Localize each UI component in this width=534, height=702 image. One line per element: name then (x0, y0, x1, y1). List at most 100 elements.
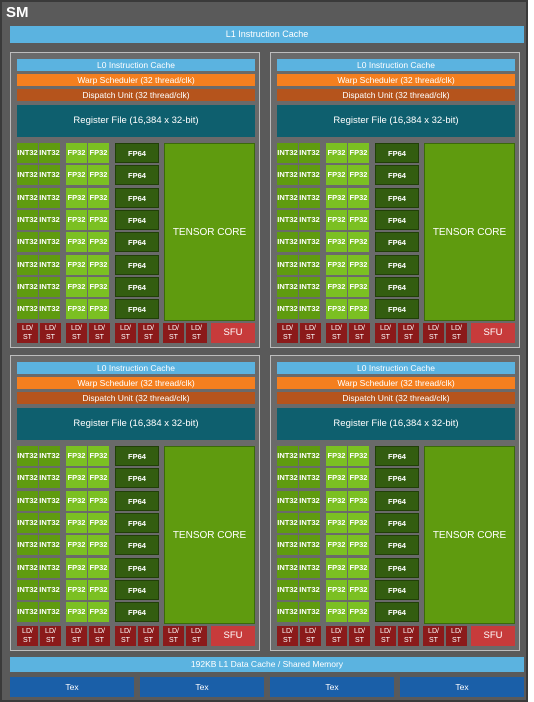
fp64-unit: FP64 (115, 299, 159, 320)
ld-st-label-bottom: ST (306, 637, 315, 644)
ld-st-label-top: LD/ (120, 628, 131, 635)
ld-st-label-bottom: ST (404, 334, 413, 341)
fp32-unit: FP32 (326, 512, 347, 533)
fp32-unit: FP32 (66, 490, 87, 511)
int32-unit: INT32 (299, 209, 320, 230)
ld-st-label-top: LD/ (94, 325, 105, 332)
ld-st-label-top: LD/ (451, 325, 462, 332)
fp32-unit: FP32 (326, 254, 347, 275)
int32-unit: INT32 (277, 299, 298, 320)
dispatch-unit: Dispatch Unit (32 thread/clk) (277, 392, 515, 404)
fp32-unit: FP32 (326, 232, 347, 253)
fp32-unit: FP32 (326, 446, 347, 466)
sfu-unit: SFU (471, 323, 515, 343)
fp64-unit: FP64 (115, 446, 159, 466)
fp32-unit: FP32 (326, 557, 347, 578)
ld-st-unit: LD/ST (138, 323, 159, 343)
fp32-unit: FP32 (326, 579, 347, 600)
fp64-unit: FP64 (375, 209, 419, 230)
ld-st-label-bottom: ST (306, 334, 315, 341)
ld-st-label-bottom: ST (429, 637, 438, 644)
fp32-unit: FP32 (348, 579, 369, 600)
ld-st-unit: LD/ST (138, 626, 159, 646)
ld-st-label-bottom: ST (23, 334, 32, 341)
fp32-unit: FP32 (326, 535, 347, 556)
fp64-unit: FP64 (375, 143, 419, 163)
int32-unit: INT32 (277, 209, 298, 230)
ld-st-label-top: LD/ (403, 325, 414, 332)
ld-st-label-bottom: ST (144, 334, 153, 341)
ld-st-label-bottom: ST (95, 637, 104, 644)
fp64-unit: FP64 (115, 254, 159, 275)
ld-st-unit: LD/ST (300, 323, 321, 343)
ld-st-label-bottom: ST (72, 334, 81, 341)
fp32-unit: FP32 (66, 232, 87, 253)
fp32-unit: FP32 (66, 276, 87, 297)
register-file: Register File (16,384 x 32-bit) (277, 105, 515, 137)
fp32-unit: FP32 (348, 232, 369, 253)
int32-unit: INT32 (277, 143, 298, 163)
ld-st-unit: LD/ST (423, 626, 444, 646)
int32-unit: INT32 (39, 209, 60, 230)
int32-unit: INT32 (299, 165, 320, 186)
ld-st-label-top: LD/ (380, 325, 391, 332)
ld-st-label-bottom: ST (452, 334, 461, 341)
int32-unit: INT32 (39, 165, 60, 186)
ld-st-unit: LD/ST (17, 323, 38, 343)
int32-unit: INT32 (39, 254, 60, 275)
ld-st-unit: LD/ST (349, 626, 370, 646)
int32-unit: INT32 (17, 232, 38, 253)
ld-st-label-bottom: ST (169, 334, 178, 341)
register-file: Register File (16,384 x 32-bit) (277, 408, 515, 440)
warp-scheduler: Warp Scheduler (32 thread/clk) (277, 377, 515, 389)
int32-unit: INT32 (39, 512, 60, 533)
int32-unit: INT32 (17, 209, 38, 230)
fp32-unit: FP32 (66, 299, 87, 320)
fp32-unit: FP32 (348, 512, 369, 533)
register-file: Register File (16,384 x 32-bit) (17, 408, 255, 440)
sfu-unit: SFU (211, 323, 255, 343)
ld-st-label-top: LD/ (45, 325, 56, 332)
int32-unit: INT32 (17, 446, 38, 466)
int32-unit: INT32 (17, 143, 38, 163)
int32-unit: INT32 (277, 187, 298, 208)
ld-st-label-top: LD/ (428, 628, 439, 635)
ld-st-label-bottom: ST (192, 334, 201, 341)
ld-st-unit: LD/ST (17, 626, 38, 646)
ld-st-label-bottom: ST (332, 334, 341, 341)
ld-st-unit: LD/ST (446, 626, 467, 646)
fp32-unit: FP32 (348, 187, 369, 208)
tex-unit-2: Tex (140, 677, 264, 697)
ld-st-label-top: LD/ (403, 628, 414, 635)
fp32-unit: FP32 (348, 276, 369, 297)
register-file: Register File (16,384 x 32-bit) (17, 105, 255, 137)
int32-unit: INT32 (277, 254, 298, 275)
int32-unit: INT32 (277, 602, 298, 623)
fp64-unit: FP64 (115, 276, 159, 297)
sfu-unit: SFU (471, 626, 515, 646)
ld-st-label-top: LD/ (451, 628, 462, 635)
tex-unit-4: Tex (400, 677, 524, 697)
int32-unit: INT32 (299, 143, 320, 163)
ld-st-label-bottom: ST (169, 637, 178, 644)
int32-unit: INT32 (39, 557, 60, 578)
ld-st-label-bottom: ST (355, 334, 364, 341)
ld-st-label-bottom: ST (192, 637, 201, 644)
int32-unit: INT32 (277, 535, 298, 556)
fp32-unit: FP32 (88, 276, 109, 297)
fp64-unit: FP64 (375, 276, 419, 297)
fp32-unit: FP32 (88, 490, 109, 511)
int32-unit: INT32 (299, 579, 320, 600)
int32-unit: INT32 (17, 299, 38, 320)
fp64-unit: FP64 (375, 535, 419, 556)
fp32-unit: FP32 (348, 209, 369, 230)
int32-unit: INT32 (277, 557, 298, 578)
ld-st-label-top: LD/ (191, 628, 202, 635)
int32-unit: INT32 (17, 468, 38, 489)
ld-st-unit: LD/ST (186, 323, 207, 343)
l0-instruction-cache: L0 Instruction Cache (17, 362, 255, 374)
fp64-unit: FP64 (375, 165, 419, 186)
int32-unit: INT32 (299, 512, 320, 533)
int32-unit: INT32 (299, 232, 320, 253)
